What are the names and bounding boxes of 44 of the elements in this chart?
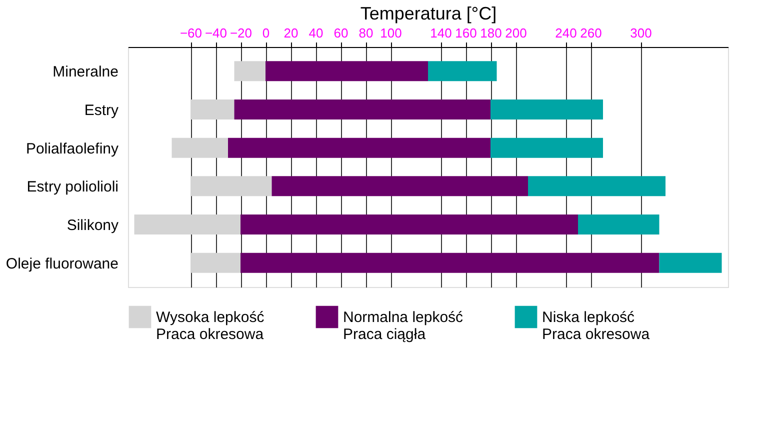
y-tick-label: Estry: [84, 102, 119, 119]
bar: [240, 252, 660, 273]
x-tick-label: 160: [455, 26, 477, 40]
bar: [190, 100, 234, 120]
bar: [190, 176, 272, 196]
x-axis-title: Temperatura [°C]: [360, 4, 497, 24]
y-tick-label: Mineralne: [52, 64, 118, 81]
bar: [266, 61, 428, 82]
x-tick-label: 40: [308, 26, 324, 40]
bar: [490, 100, 603, 120]
x-tick-label: 80: [358, 26, 374, 40]
bar: [428, 61, 497, 82]
x-tick-label: −20: [230, 26, 252, 40]
bar: [228, 138, 490, 158]
x-tick-label: 60: [334, 26, 348, 40]
y-tick-label: Polialfaolefiny: [26, 140, 119, 158]
y-tick-label: Estry poliolioli: [26, 178, 118, 196]
bar: [190, 252, 240, 273]
x-tick-label: 180: [480, 26, 502, 40]
bar: [528, 176, 666, 196]
legend-label: Wysoka lepkość Praca okresowa: [156, 309, 265, 343]
bar: [240, 214, 578, 234]
bar: [272, 176, 528, 196]
x-tick-label: 140: [430, 26, 452, 40]
x-tick-label: 300: [630, 26, 652, 40]
x-tick-label: 260: [580, 26, 602, 40]
x-tick-label: −40: [204, 26, 228, 40]
bar: [578, 214, 660, 234]
x-tick-label: −60: [180, 26, 202, 40]
x-tick-label: 240: [555, 26, 577, 40]
bar: [490, 138, 603, 158]
bar: [234, 61, 266, 82]
x-tick-label: 20: [284, 26, 298, 40]
bar: [172, 138, 228, 158]
legend-label: Niska lepkość Praca okresowa: [542, 309, 650, 343]
y-tick-label: Oleje fluorowane: [6, 255, 118, 272]
x-tick-label: 200: [505, 26, 527, 40]
y-tick-label: Silikony: [66, 217, 119, 234]
bar: [659, 252, 722, 273]
bar: [234, 100, 490, 120]
legend-label: Normalna lepkość Praca ciągła: [343, 309, 464, 343]
bar: [134, 214, 240, 234]
x-tick-label: 100: [380, 26, 402, 40]
x-tick-label: 0: [262, 26, 270, 40]
